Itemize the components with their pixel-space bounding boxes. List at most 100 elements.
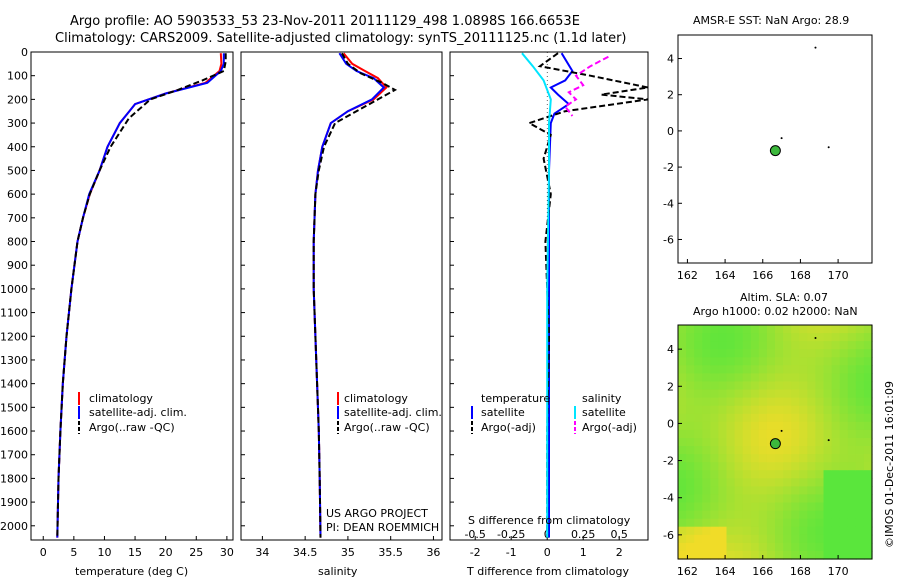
heatmap-cell xyxy=(766,454,776,463)
heatmap-cell xyxy=(758,333,768,342)
x-tick-label: 10 xyxy=(97,546,111,559)
heatmap-cell xyxy=(815,494,825,504)
heatmap-cell xyxy=(718,486,728,496)
heatmap-cell xyxy=(766,510,776,520)
heatmap-cell xyxy=(758,405,768,415)
island-dot xyxy=(814,337,817,339)
y-tick-label: 0 xyxy=(667,417,674,430)
heatmap-cell xyxy=(742,365,752,374)
sla-heatmap xyxy=(678,325,873,560)
heatmap-cell xyxy=(694,397,703,407)
heatmap-cell xyxy=(783,389,792,399)
heatmap-cell xyxy=(855,325,865,334)
y-tick-label: -4 xyxy=(663,492,674,505)
heatmap-cell xyxy=(710,365,719,374)
heatmap-cell xyxy=(750,357,760,366)
heatmap-cell xyxy=(847,413,857,423)
series-line xyxy=(56,53,227,538)
heatmap-cell xyxy=(831,438,841,447)
y-tick-label: 600 xyxy=(7,188,28,201)
heatmap-cell xyxy=(815,462,825,471)
heatmap-cell xyxy=(799,478,808,487)
heatmap-cell xyxy=(742,502,752,512)
heatmap-cell xyxy=(750,397,760,407)
heatmap-cell xyxy=(791,438,800,447)
heatmap-cell xyxy=(718,341,728,350)
heatmap-cell xyxy=(766,397,776,407)
heatmap-cell xyxy=(791,510,800,520)
heatmap-cell xyxy=(799,486,808,496)
heatmap-cell xyxy=(702,462,711,471)
heatmap-cell xyxy=(694,349,703,358)
heatmap-cell xyxy=(726,462,736,471)
heatmap-cell xyxy=(678,373,687,383)
heatmap-cell xyxy=(686,349,695,358)
heatmap-cell xyxy=(686,357,695,366)
heatmap-cell xyxy=(734,462,744,471)
heatmap-cell xyxy=(718,389,728,399)
salinity-lines xyxy=(312,52,398,538)
y-tick-label: 0 xyxy=(667,125,674,138)
heatmap-cell xyxy=(855,405,865,415)
heatmap-cell xyxy=(807,365,816,374)
heatmap-cell xyxy=(710,486,719,496)
heatmap-cell xyxy=(807,526,816,536)
heatmap-cell xyxy=(702,454,711,463)
heatmap-cell xyxy=(775,478,784,487)
heatmap-cell xyxy=(839,462,849,471)
heatmap-cell xyxy=(766,550,776,560)
heatmap-cell xyxy=(750,446,760,455)
heatmap-cell xyxy=(799,438,808,447)
heatmap-cell xyxy=(839,333,849,342)
heatmap-cell xyxy=(742,454,752,463)
heatmap-cell xyxy=(718,405,728,415)
heatmap-cell xyxy=(831,502,841,512)
heatmap-cell xyxy=(775,413,784,423)
heatmap-cell xyxy=(710,373,719,383)
heatmap-cell xyxy=(686,470,695,479)
legend-temperature-heading: temperature xyxy=(481,392,550,405)
heatmap-cell xyxy=(718,373,728,383)
heatmap-cell xyxy=(783,438,792,447)
temperature-xlabel: temperature (deg C) xyxy=(75,565,188,578)
y-tick-label: 0 xyxy=(21,46,28,59)
heatmap-cell xyxy=(863,341,873,350)
sst-map-marks xyxy=(769,46,830,157)
heatmap-cell xyxy=(783,333,792,342)
heatmap-cell xyxy=(734,365,744,374)
heatmap-cell xyxy=(702,413,711,423)
heatmap-cell xyxy=(791,397,800,407)
heatmap-cell xyxy=(807,381,816,391)
heatmap-cell xyxy=(686,446,695,455)
heatmap-cell xyxy=(799,397,808,407)
heatmap-cell xyxy=(791,478,800,487)
heatmap-cell xyxy=(686,494,695,504)
heatmap-cell xyxy=(678,502,687,512)
heatmap-cell xyxy=(855,486,865,496)
heatmap-cell xyxy=(831,357,841,366)
heatmap-cell xyxy=(726,478,736,487)
heatmap-cell xyxy=(799,365,808,374)
heatmap-cell xyxy=(686,421,695,431)
heatmap-cell xyxy=(678,438,687,447)
heatmap-cell xyxy=(718,470,728,479)
heatmap-cell xyxy=(783,542,792,552)
heatmap-cell xyxy=(734,478,744,487)
heatmap-cell xyxy=(742,486,752,496)
heatmap-cell xyxy=(775,550,784,560)
heatmap-cell xyxy=(718,381,728,391)
heatmap-cell xyxy=(750,349,760,358)
heatmap-cell xyxy=(839,502,849,512)
heatmap-cell xyxy=(694,478,703,487)
heatmap-cell xyxy=(839,365,849,374)
heatmap-cell xyxy=(807,478,816,487)
heatmap-cell xyxy=(847,365,857,374)
heatmap-cell xyxy=(799,454,808,463)
heatmap-cell xyxy=(791,333,800,342)
heatmap-cell xyxy=(855,478,865,487)
heatmap-cell xyxy=(702,405,711,415)
heatmap-cell xyxy=(694,518,703,528)
legend-climatology-label: climatology xyxy=(89,392,153,405)
heatmap-cell xyxy=(742,357,752,366)
